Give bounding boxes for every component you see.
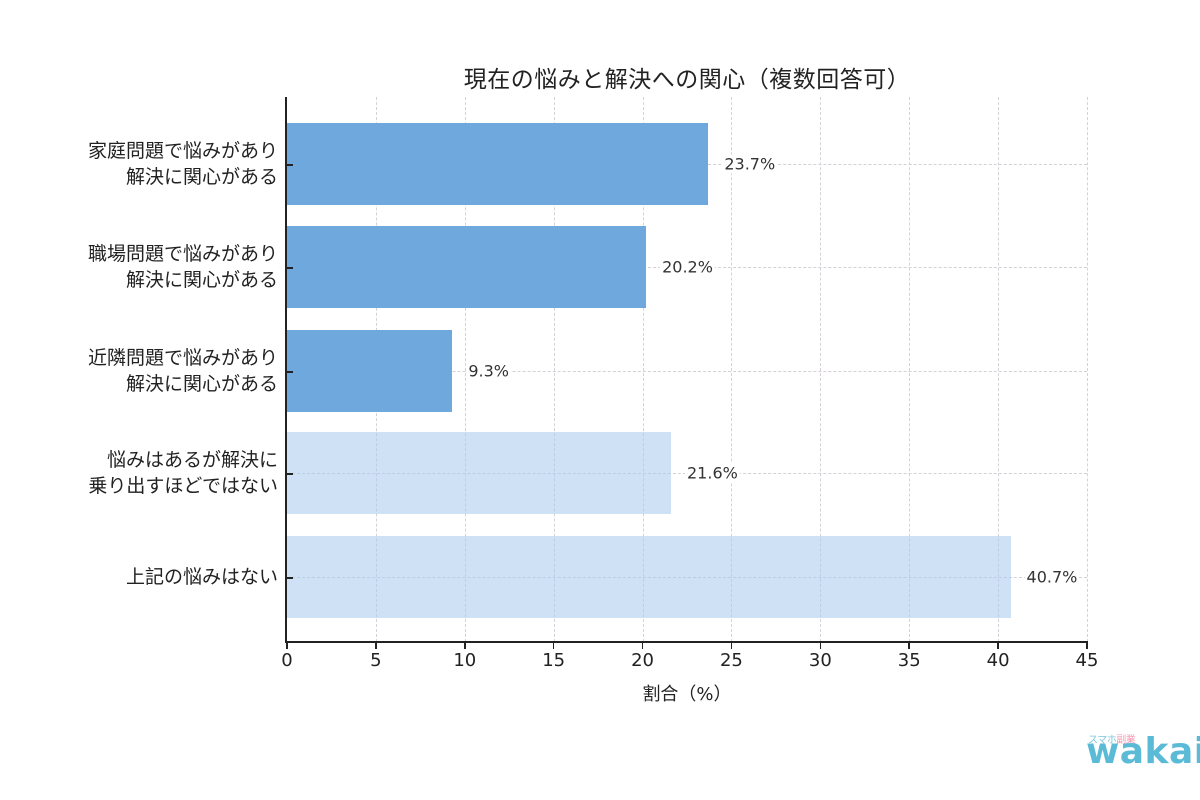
x-tick-mark <box>552 643 555 649</box>
bar-value-label: 9.3% <box>466 361 511 381</box>
watermark-logo: スマホ副業 wakai <box>1086 728 1200 778</box>
x-tick-mark <box>1086 643 1088 649</box>
x-axis-title: 割合（%） <box>642 684 732 705</box>
y-axis-line <box>285 97 287 643</box>
x-tick-mark <box>286 643 288 649</box>
plot-area: 23.7% 20.2% 9.3% 21.6% 40.7% <box>287 97 1088 642</box>
y-tick-mark <box>287 164 293 166</box>
bar <box>287 330 453 412</box>
vertical-gridline <box>909 97 911 642</box>
bar-value-label: 21.6% <box>685 463 740 483</box>
vertical-gridline <box>642 97 644 642</box>
y-category-label: 家庭問題で悩みがあり 解決に関心がある <box>87 140 278 188</box>
bar-value-label: 40.7% <box>1024 567 1080 587</box>
horizontal-gridline <box>287 371 1087 372</box>
y-category-label: 上記の悩みはない <box>125 566 278 588</box>
chart-title: 現在の悩みと解決への関心（複数回答可） <box>463 67 911 93</box>
x-tick-mark <box>819 643 822 649</box>
x-axis-line <box>285 641 1088 643</box>
y-category-label: 悩みはあるが解決に 乗り出すほどではない <box>88 449 278 497</box>
x-tick-mark <box>730 643 733 649</box>
x-tick-mark <box>997 643 999 649</box>
y-tick-mark <box>287 577 293 579</box>
x-tick-label: 30 <box>808 650 832 671</box>
y-tick-mark <box>287 473 293 475</box>
y-category-label: 職場問題で悩みがあり 解決に関心がある <box>87 243 278 291</box>
bar <box>287 123 709 205</box>
bar <box>287 226 647 308</box>
x-tick-mark <box>641 643 644 649</box>
vertical-gridline <box>464 97 466 642</box>
x-tick-mark <box>908 643 910 649</box>
bar-value-label: 23.7% <box>722 154 778 174</box>
x-tick-label: 5 <box>370 650 382 671</box>
x-tick-label: 10 <box>453 650 477 671</box>
bar <box>287 432 671 514</box>
bar <box>287 536 1011 618</box>
x-tick-label: 15 <box>542 650 566 671</box>
x-tick-label: 25 <box>719 650 743 671</box>
x-tick-mark <box>464 643 466 649</box>
x-tick-label: 0 <box>281 650 293 671</box>
vertical-gridline <box>820 97 822 642</box>
vertical-gridline <box>553 97 555 642</box>
x-tick-label: 35 <box>897 650 921 671</box>
vertical-gridline <box>998 97 1000 642</box>
y-category-label: 近隣問題で悩みがあり 解決に関心がある <box>87 347 278 395</box>
bar-value-label: 20.2% <box>660 257 715 277</box>
x-tick-label: 45 <box>1075 650 1099 671</box>
x-tick-mark <box>375 643 377 649</box>
vertical-gridline <box>731 97 733 642</box>
y-tick-mark <box>287 267 293 269</box>
y-tick-mark <box>287 371 293 373</box>
watermark-brand: wakai <box>1086 731 1200 772</box>
watermark-subtitle: スマホ副業 <box>1088 735 1136 746</box>
vertical-gridline <box>1087 97 1088 642</box>
x-tick-label: 20 <box>631 650 654 671</box>
x-tick-label: 40 <box>986 650 1010 671</box>
